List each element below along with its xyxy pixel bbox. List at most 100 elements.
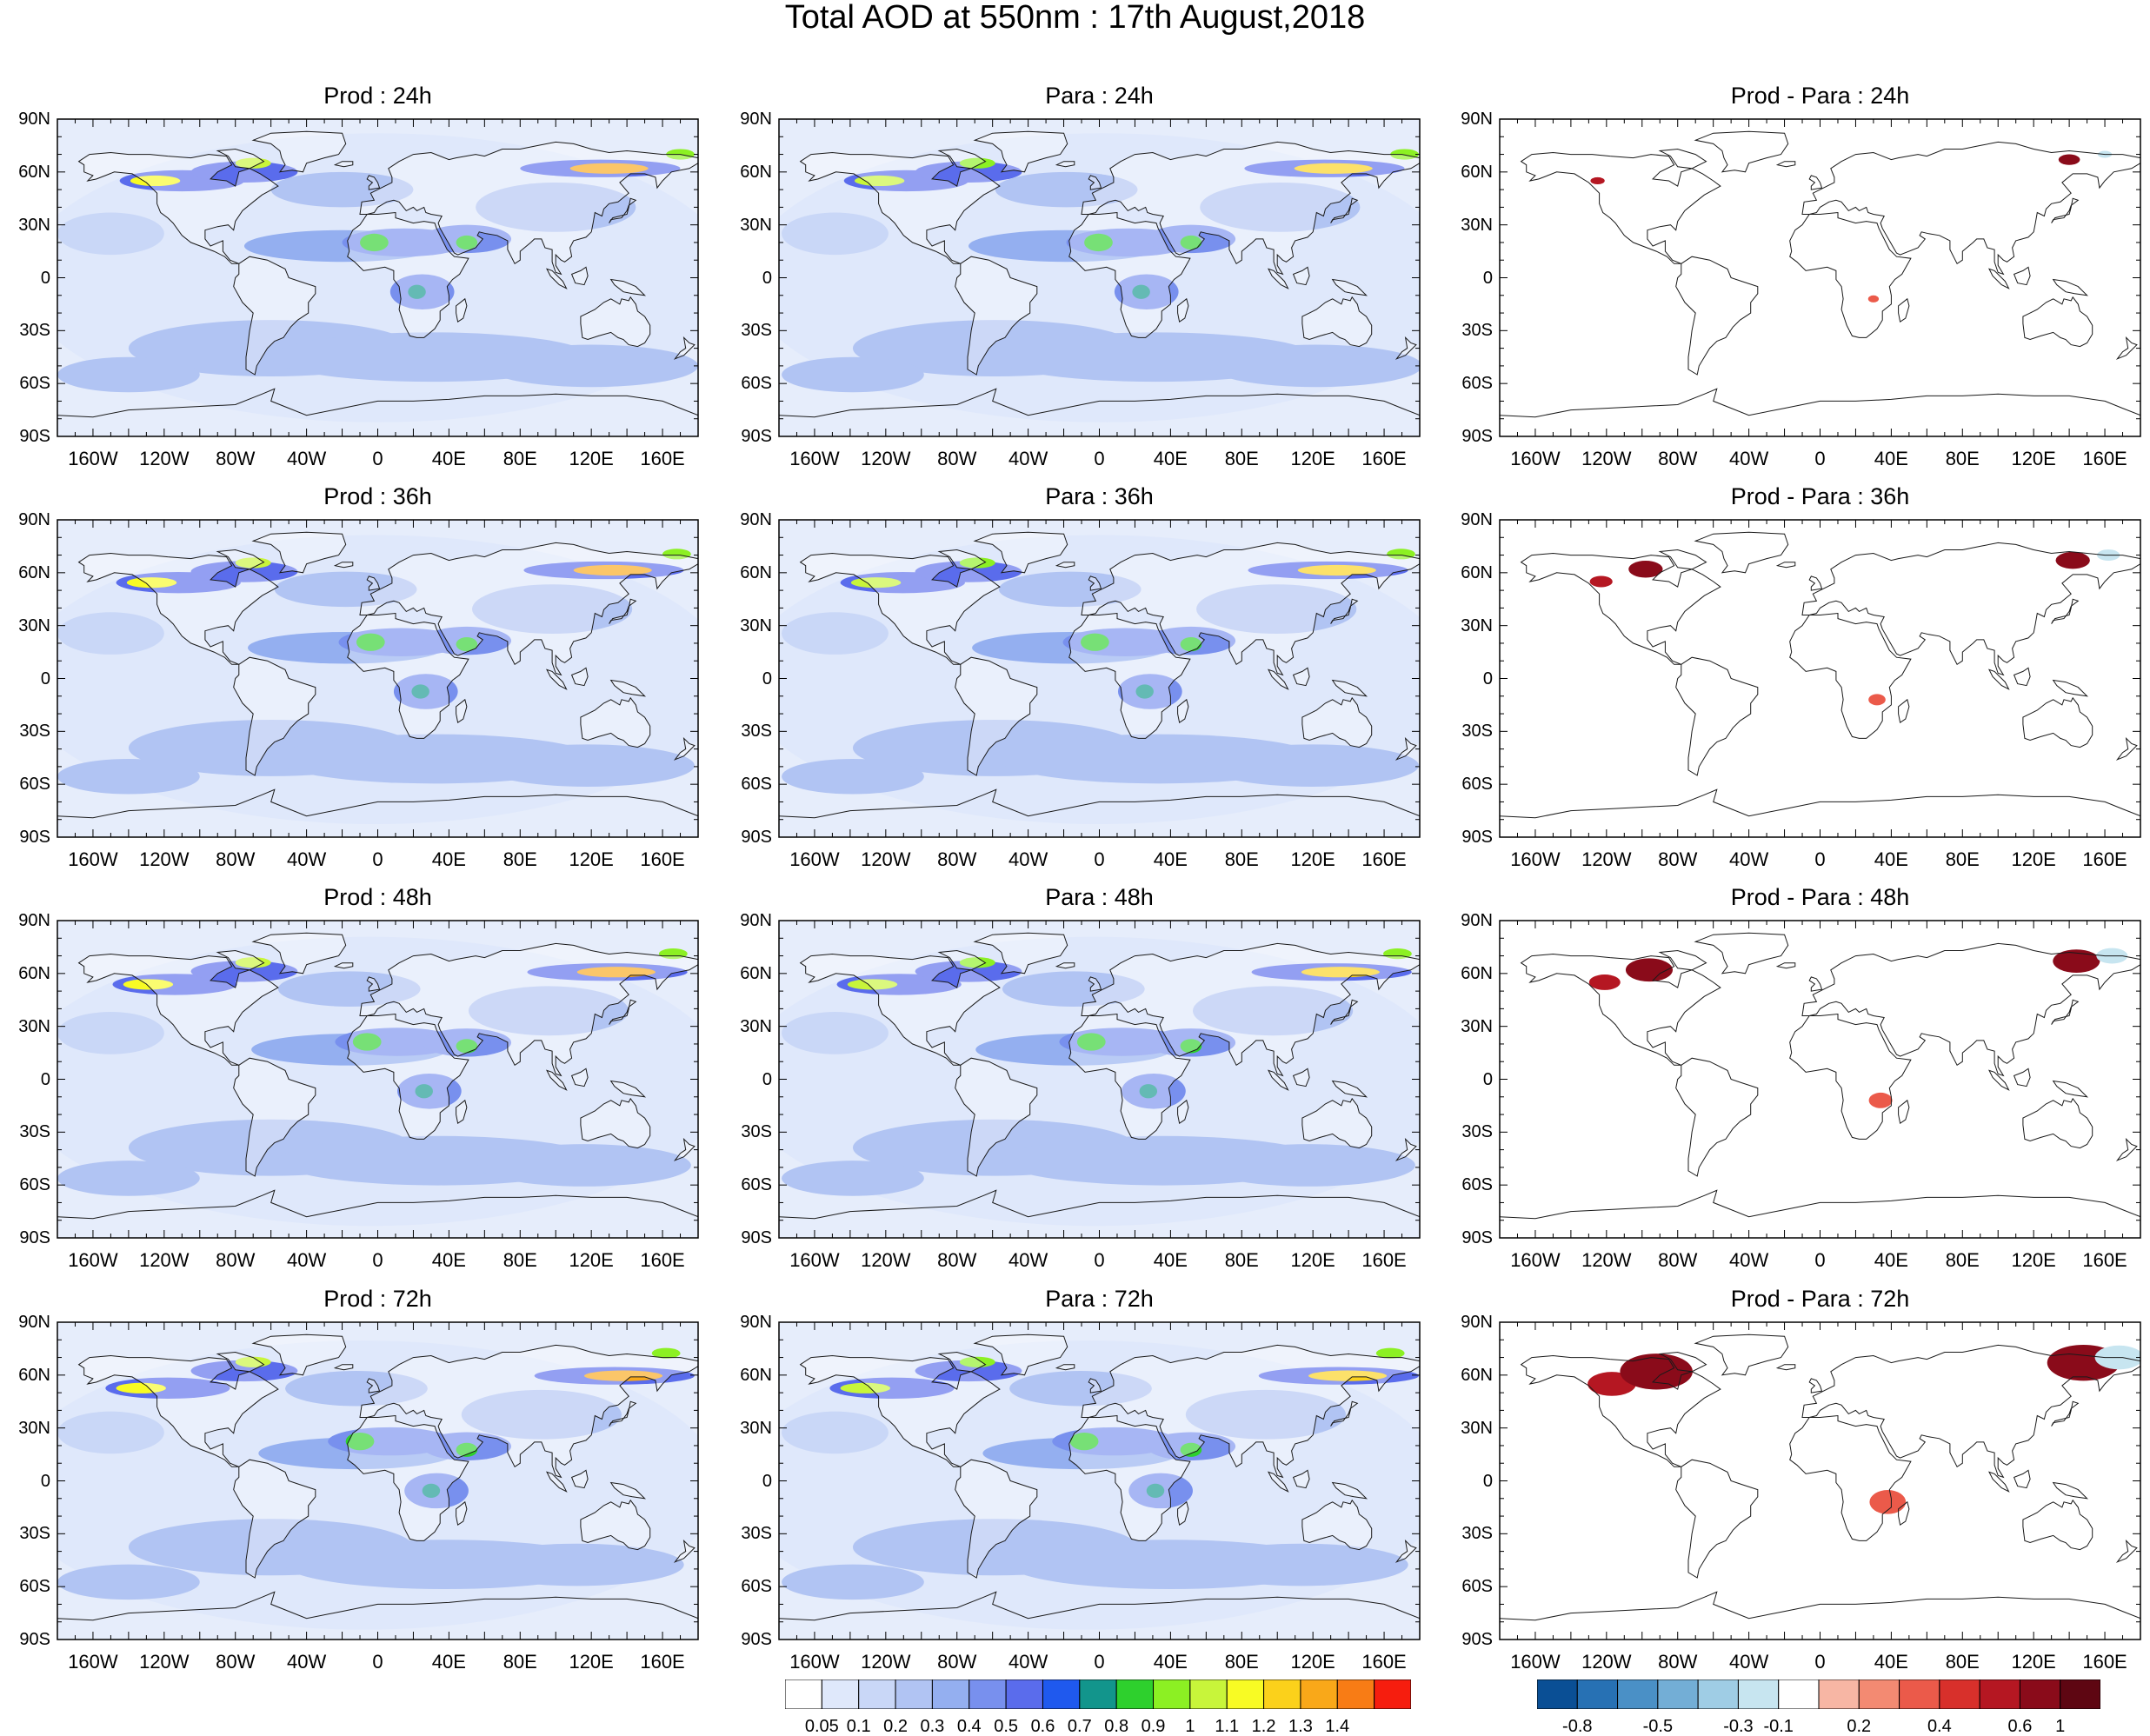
antarctica-coast-outline <box>779 1189 1420 1220</box>
longitude-tick-label: 120E <box>569 1249 614 1271</box>
latitude-tick-label: 60N <box>18 963 50 983</box>
greenland-outline <box>1694 932 1789 974</box>
longitude-tick-label: 120W <box>1581 848 1632 870</box>
longitude-tick-label: 160W <box>789 1249 840 1271</box>
aod-plume <box>1180 235 1202 250</box>
map-panel-para-24h: Para : 24h 90N 60N 30N 0 30S 60S 90S 160W 120W 80W… <box>740 83 1421 469</box>
difference-patch <box>1588 974 1621 990</box>
aod-plume <box>57 356 200 393</box>
baffin-outline <box>216 949 265 971</box>
aod-plume <box>782 1564 924 1600</box>
africa-outline <box>347 1414 469 1541</box>
aod-plume <box>123 979 174 990</box>
longitude-tick-label: 120W <box>1581 1249 1632 1271</box>
aod-plume <box>1180 637 1202 652</box>
longitude-tick-label: 80E <box>1224 1249 1259 1271</box>
sumatra-outline <box>546 668 568 690</box>
longitude-tick-label: 80W <box>1658 1249 1698 1271</box>
diff-colorbar-label: 0.4 <box>1927 1717 1952 1736</box>
aod-plume <box>1076 1033 1106 1051</box>
longitude-tick-label: 120E <box>2011 848 2056 870</box>
latitude-tick-label: 30S <box>19 1122 50 1142</box>
longitude-tick-label: 40W <box>286 848 327 870</box>
longitude-tick-label: 120E <box>2011 448 2056 469</box>
difference-patch <box>1620 1354 1693 1390</box>
longitude-tick-label: 160W <box>789 848 840 870</box>
longitude-tick-label: 80W <box>937 848 977 870</box>
aod-plume <box>915 561 1022 582</box>
longitude-tick-label: 160E <box>2082 448 2127 469</box>
iceland-outline <box>1055 562 1075 569</box>
uk-outline <box>1808 976 1823 992</box>
latitude-tick-label: 90S <box>19 828 50 847</box>
longitude-tick-label: 120E <box>569 1651 614 1673</box>
longitude-tick-label: 40E <box>431 1249 466 1271</box>
diff-colorbar-label: -0.8 <box>1562 1717 1593 1736</box>
eurasia-outline <box>1801 141 2140 276</box>
latitude-tick-label: 60S <box>1461 1175 1493 1195</box>
diff-swatch <box>1537 1679 1578 1709</box>
longitude-tick-label: 80E <box>1224 1651 1259 1673</box>
africa-outline <box>1068 211 1191 338</box>
latitude-tick-label: 30N <box>1461 1016 1493 1036</box>
longitude-tick-label: 160E <box>1361 448 1407 469</box>
longitude-tick-label: 120W <box>1581 1651 1632 1673</box>
australia-outline <box>1301 696 1373 748</box>
longitude-tick-label: 0 <box>1094 1249 1105 1271</box>
new-guinea-outline <box>609 1481 647 1500</box>
diff-swatch <box>1778 1679 1820 1709</box>
latitude-tick-label: 30S <box>741 1524 772 1544</box>
latitude-tick-label: 90N <box>18 110 50 129</box>
aod-plume <box>1205 744 1419 788</box>
uk-outline <box>1808 1378 1823 1393</box>
aod-plume <box>1081 633 1109 651</box>
africa-outline <box>1789 211 1912 338</box>
latitude-tick-label: 30S <box>741 722 772 742</box>
australia-outline <box>2022 1499 2093 1551</box>
sumatra-outline <box>1268 668 1289 690</box>
japan-outline <box>609 197 637 223</box>
aod-plume <box>235 957 271 968</box>
borneo-outline <box>2013 1469 2031 1489</box>
longitude-tick-label: 160W <box>789 448 840 469</box>
aod-colorbar-label: 0.3 <box>920 1717 945 1736</box>
latitude-tick-label: 90S <box>741 1630 772 1649</box>
diff-swatch <box>2060 1679 2100 1709</box>
greenland-outline <box>251 531 347 574</box>
eurasia-outline <box>359 942 698 1077</box>
madagascar-outline <box>456 297 468 323</box>
latitude-tick-label: 60N <box>1461 562 1493 582</box>
aod-plume <box>1196 584 1357 634</box>
longitude-tick-label: 120E <box>1290 448 1335 469</box>
north-america-outline <box>799 953 1001 1066</box>
latitude-tick-label: 60S <box>741 374 772 394</box>
latitude-tick-label: 0 <box>762 668 772 688</box>
latitude-tick-label: 60N <box>740 562 772 582</box>
eurasia-outline <box>359 542 698 676</box>
aod-swatches <box>785 1679 1411 1709</box>
sumatra-outline <box>1988 668 2010 690</box>
aod-plume <box>1375 1347 1405 1359</box>
aod-swatch <box>1115 1679 1155 1709</box>
aod-plume <box>998 571 1142 608</box>
aod-plume <box>476 183 636 232</box>
longitude-tick-label: 0 <box>1094 848 1105 870</box>
longitude-tick-label: 0 <box>1814 1651 1826 1673</box>
latitude-tick-label: 30N <box>740 215 772 235</box>
diff-colorbar-label: -0.3 <box>1723 1717 1754 1736</box>
longitude-tick-label: 160W <box>1510 1249 1561 1271</box>
africa-outline <box>1789 1414 1912 1541</box>
north-america-outline <box>799 151 1001 264</box>
sumatra-outline <box>1268 1471 1289 1493</box>
aod-plume <box>477 1144 691 1187</box>
new-zealand-outline <box>2115 336 2138 360</box>
latitude-tick-label: 60N <box>18 1365 50 1385</box>
map-panel-prod-para-24h: Prod - Para : 24h 90N 60N 30N 0 30S 60S 90S 160W… <box>1461 83 2141 469</box>
longitude-tick-label: 40E <box>1874 1651 1908 1673</box>
aod-colorbar-label: 1.2 <box>1251 1717 1276 1736</box>
map-plot <box>778 1321 1421 1640</box>
greenland-outline <box>1694 1334 1789 1376</box>
north-america-outline <box>77 953 279 1066</box>
japan-outline <box>2051 1400 2080 1427</box>
new-guinea-outline <box>2052 679 2089 697</box>
